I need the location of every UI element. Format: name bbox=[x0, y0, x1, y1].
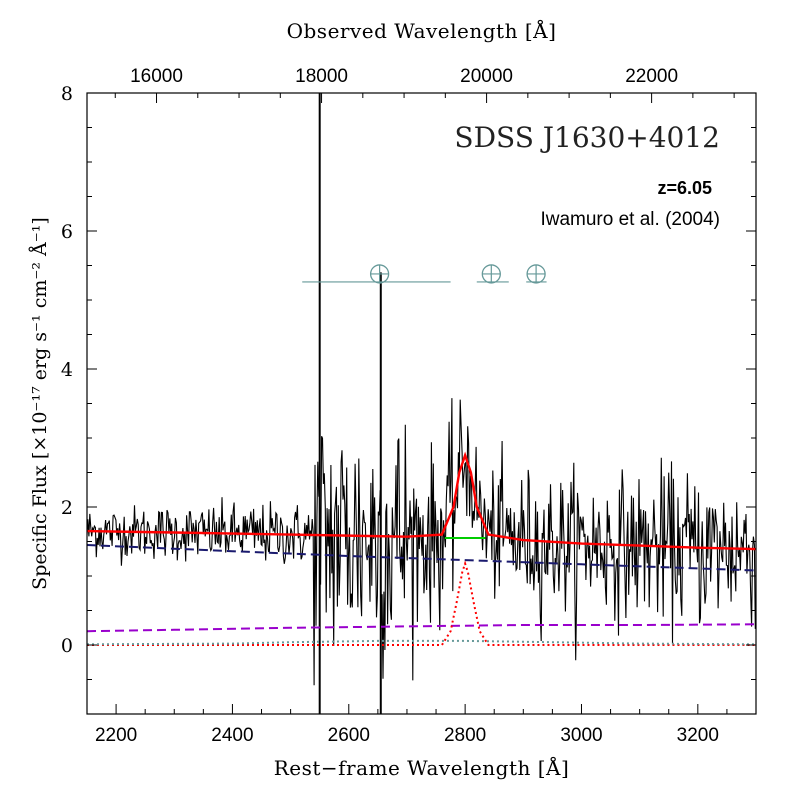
reference-label: Iwamuro et al. (2004) bbox=[540, 209, 720, 230]
total-model-line bbox=[87, 451, 756, 551]
plot-frame bbox=[86, 92, 757, 715]
redshift-label: z=6.05 bbox=[657, 178, 712, 198]
y-axis-title: Specific Flux [×10⁻¹⁷ erg s⁻¹ cm⁻² Å⁻¹] bbox=[29, 217, 51, 590]
chart-title: SDSS J1630+4012 bbox=[454, 121, 720, 154]
y-tick-label: 4 bbox=[61, 359, 73, 381]
balmer-continuum-line bbox=[87, 639, 756, 646]
observed-spectrum-line bbox=[87, 398, 756, 686]
x-tick-label: 3000 bbox=[560, 725, 602, 746]
y-tick-label: 2 bbox=[61, 497, 73, 519]
x2-axis-title: Observed Wavelength [Å] bbox=[287, 18, 557, 43]
x2-tick-label: 18000 bbox=[295, 66, 348, 87]
y-tick-label: 8 bbox=[61, 83, 73, 105]
mg-ii-line-component-line bbox=[87, 560, 756, 646]
y-tick-label: 0 bbox=[61, 635, 73, 657]
x2-tick-label: 22000 bbox=[625, 66, 678, 87]
x-tick-label: 2800 bbox=[444, 725, 486, 746]
x-tick-label: 2600 bbox=[328, 725, 370, 746]
x-tick-label: 2200 bbox=[95, 725, 137, 746]
x-tick-label: 3200 bbox=[677, 725, 719, 746]
plot-area bbox=[87, 93, 756, 714]
fe-ii-template-line bbox=[87, 623, 756, 633]
x-tick-label: 2400 bbox=[211, 725, 253, 746]
x2-tick-label: 20000 bbox=[460, 66, 513, 87]
x-axis-title: Rest−frame Wavelength [Å] bbox=[274, 755, 570, 780]
y-tick-label: 6 bbox=[61, 221, 73, 243]
x2-tick-label: 16000 bbox=[130, 66, 183, 87]
power-law-continuum-line bbox=[87, 544, 756, 572]
